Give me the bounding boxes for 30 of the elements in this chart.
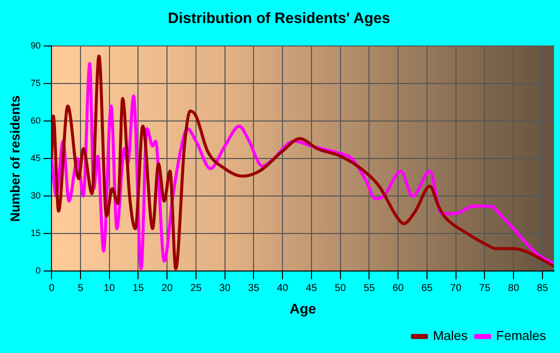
x-tick-label: 30 — [219, 282, 231, 294]
y-tick-label: 60 — [30, 116, 41, 126]
y-tick-label: 75 — [30, 78, 41, 88]
x-tick-label: 65 — [421, 282, 433, 294]
x-tick-label: 60 — [392, 282, 404, 294]
y-tick-label: 0 — [36, 266, 41, 276]
x-tick-label: 85 — [536, 282, 548, 294]
x-tick-label: 70 — [450, 282, 462, 294]
y-tick-label: 15 — [30, 228, 41, 238]
x-tick-label: 55 — [364, 282, 376, 294]
x-tick-label: 40 — [277, 282, 289, 294]
x-tick-label: 0 — [48, 282, 55, 294]
legend-label: Males — [432, 328, 468, 344]
x-tick-label: 15 — [132, 282, 144, 294]
y-tick-label: 30 — [30, 190, 41, 201]
x-tick-label: 5 — [78, 282, 84, 294]
x-tick-label: 80 — [508, 282, 520, 294]
x-tick-label: 50 — [334, 282, 346, 294]
x-tick-label: 75 — [479, 282, 491, 294]
x-tick-label: 20 — [162, 282, 174, 294]
y-axis-title: Number of residents — [7, 95, 22, 222]
legend-label: Females — [496, 328, 546, 344]
x-tick-label: 25 — [190, 282, 202, 294]
x-tick-label: 10 — [104, 282, 116, 294]
y-tick-label: 90 — [30, 40, 41, 50]
x-tick-label: 35 — [248, 282, 260, 294]
x-tick-label: 45 — [306, 282, 318, 294]
chart-title: Distribution of Residents' Ages — [168, 10, 390, 28]
y-tick-label: 45 — [30, 153, 41, 164]
x-axis-title: Age — [290, 300, 316, 316]
